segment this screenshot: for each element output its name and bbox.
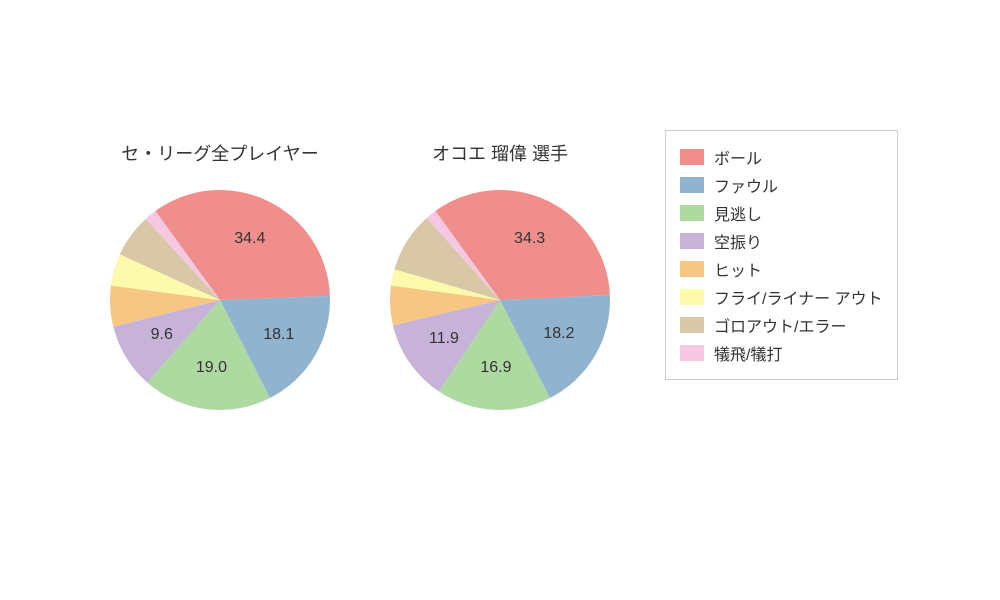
legend-swatch-hit [680,261,704,277]
legend-label-ground_err: ゴロアウト/エラー [714,313,846,337]
legend-swatch-fly_line_out [680,289,704,305]
legend-item-swinging: 空振り [680,229,883,253]
legend-label-fly_line_out: フライ/ライナー アウト [714,285,883,309]
legend-swatch-looking [680,205,704,221]
legend-label-swinging: 空振り [714,229,762,253]
pie-league [110,190,330,410]
legend-label-looking: 見逃し [714,201,762,225]
legend-swatch-sac [680,345,704,361]
legend-item-hit: ヒット [680,257,883,281]
legend-swatch-swinging [680,233,704,249]
legend-item-sac: 犠飛/犠打 [680,341,883,365]
legend-swatch-ball [680,149,704,165]
legend-swatch-foul [680,177,704,193]
legend-label-hit: ヒット [714,257,762,281]
chart-title-player: オコエ 瑠偉 選手 [432,140,568,166]
legend-item-fly_line_out: フライ/ライナー アウト [680,285,883,309]
chart-stage: セ・リーグ全プレイヤー34.418.119.09.6オコエ 瑠偉 選手34.31… [0,0,1000,600]
legend-item-ground_err: ゴロアウト/エラー [680,313,883,337]
legend-item-foul: ファウル [680,173,883,197]
legend-item-looking: 見逃し [680,201,883,225]
legend-label-sac: 犠飛/犠打 [714,341,782,365]
chart-title-league: セ・リーグ全プレイヤー [121,140,318,166]
legend-label-ball: ボール [714,145,762,169]
legend: ボールファウル見逃し空振りヒットフライ/ライナー アウトゴロアウト/エラー犠飛/… [665,130,898,380]
legend-label-foul: ファウル [714,173,778,197]
pie-player [390,190,610,410]
legend-item-ball: ボール [680,145,883,169]
legend-swatch-ground_err [680,317,704,333]
